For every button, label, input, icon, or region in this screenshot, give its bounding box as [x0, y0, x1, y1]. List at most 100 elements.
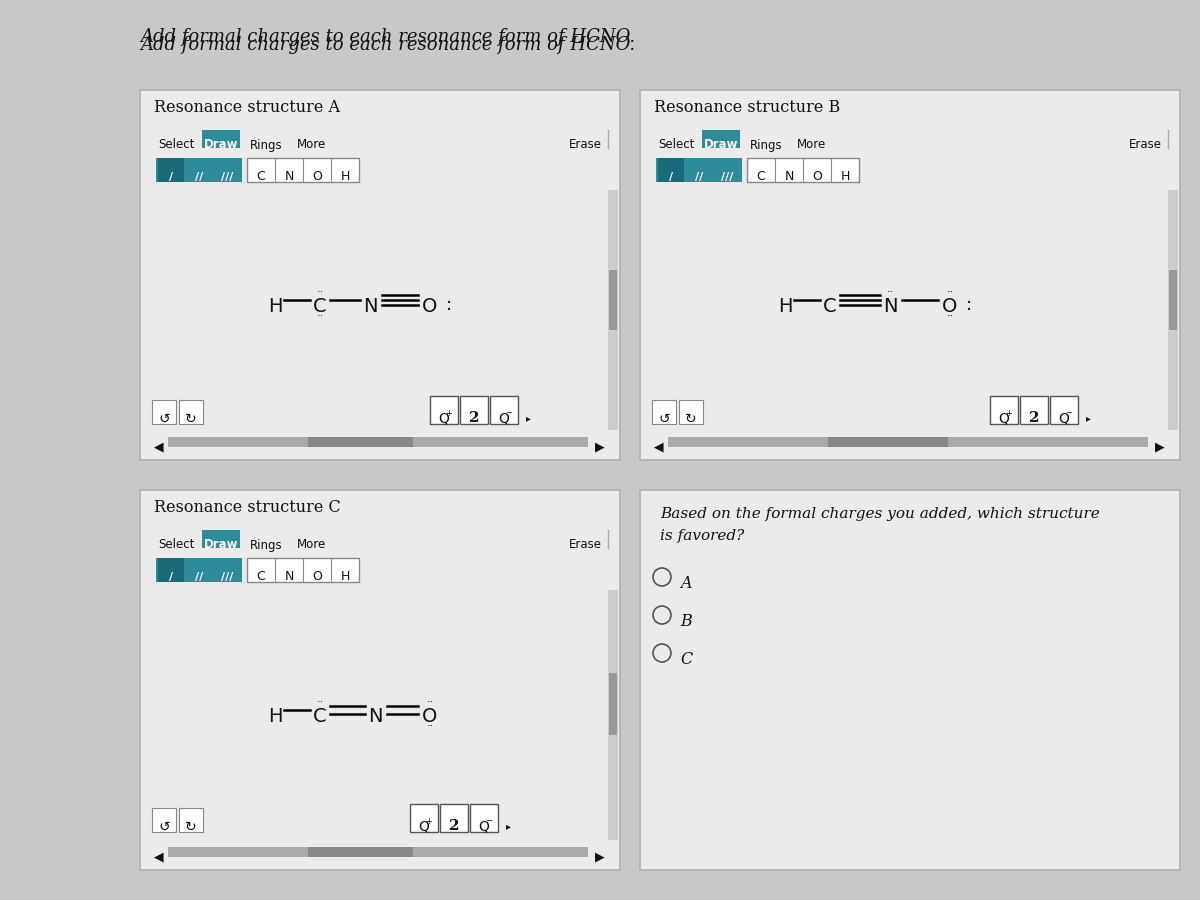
- Text: ◀: ◀: [154, 850, 163, 863]
- Bar: [714, 158, 740, 182]
- Bar: [186, 158, 212, 182]
- Text: /: /: [668, 172, 673, 182]
- Text: ··: ··: [317, 311, 324, 321]
- Text: H: H: [341, 571, 349, 583]
- Bar: [156, 558, 242, 582]
- Bar: [746, 158, 859, 182]
- Text: Draw: Draw: [204, 538, 239, 552]
- Text: ◀: ◀: [154, 440, 163, 454]
- Text: −: −: [1066, 409, 1073, 418]
- Text: Erase: Erase: [569, 139, 602, 151]
- Text: Resonance structure C: Resonance structure C: [154, 499, 341, 516]
- Bar: [158, 558, 184, 582]
- Text: Select: Select: [158, 139, 194, 151]
- Text: N: N: [367, 706, 383, 725]
- Text: O: O: [942, 296, 958, 316]
- Text: A: A: [680, 575, 691, 592]
- Bar: [608, 190, 618, 430]
- Text: C: C: [257, 170, 265, 184]
- Text: Q: Q: [419, 819, 430, 833]
- Text: ··: ··: [426, 721, 433, 731]
- Text: Draw: Draw: [204, 139, 239, 151]
- Text: N: N: [284, 571, 294, 583]
- Text: Add formal charges to each resonance form of HCNO.: Add formal charges to each resonance for…: [140, 36, 635, 54]
- Bar: [168, 847, 588, 857]
- Text: ///: ///: [221, 572, 233, 582]
- Bar: [247, 558, 359, 582]
- Bar: [702, 130, 740, 148]
- Text: ↺: ↺: [658, 412, 670, 426]
- Text: Draw: Draw: [703, 139, 738, 151]
- Text: O: O: [422, 296, 438, 316]
- Text: ◀: ◀: [654, 440, 664, 454]
- Circle shape: [653, 606, 671, 624]
- Text: ↻: ↻: [685, 412, 697, 426]
- Bar: [1168, 190, 1178, 430]
- Bar: [247, 158, 359, 182]
- Text: ··: ··: [317, 697, 324, 707]
- Text: C: C: [313, 296, 326, 316]
- Text: 2: 2: [1028, 411, 1039, 425]
- Text: O: O: [422, 706, 438, 725]
- Text: Rings: Rings: [250, 139, 283, 151]
- Text: ↺: ↺: [158, 412, 170, 426]
- Text: C: C: [757, 170, 766, 184]
- Text: ▶: ▶: [595, 440, 605, 454]
- Bar: [430, 396, 458, 424]
- Text: Q: Q: [498, 411, 510, 425]
- Bar: [179, 808, 203, 832]
- Text: H: H: [268, 296, 282, 316]
- Bar: [470, 804, 498, 832]
- Text: O: O: [312, 571, 322, 583]
- Text: N: N: [284, 170, 294, 184]
- Text: C: C: [257, 571, 265, 583]
- Bar: [828, 437, 948, 447]
- Bar: [610, 673, 617, 735]
- Text: H: H: [778, 296, 792, 316]
- Text: Q: Q: [1058, 411, 1069, 425]
- Text: +: +: [445, 409, 452, 418]
- Text: is favored?: is favored?: [660, 529, 744, 543]
- Text: ▶: ▶: [595, 850, 605, 863]
- Text: ··: ··: [426, 697, 433, 707]
- Text: +: +: [1006, 409, 1013, 418]
- Text: N: N: [362, 296, 377, 316]
- Text: More: More: [298, 538, 326, 552]
- Bar: [656, 158, 742, 182]
- Circle shape: [653, 644, 671, 662]
- Bar: [158, 158, 184, 182]
- Text: ▸: ▸: [1086, 413, 1091, 423]
- Text: More: More: [797, 139, 827, 151]
- Bar: [214, 158, 240, 182]
- Text: C: C: [313, 706, 326, 725]
- Text: −: −: [486, 816, 492, 825]
- Bar: [610, 270, 617, 330]
- Text: ▶: ▶: [1156, 440, 1165, 454]
- Text: Based on the formal charges you added, which structure: Based on the formal charges you added, w…: [660, 507, 1099, 521]
- Text: 2: 2: [469, 411, 479, 425]
- Bar: [460, 396, 488, 424]
- Text: /: /: [169, 572, 173, 582]
- Text: Q: Q: [998, 411, 1009, 425]
- Text: //: //: [194, 172, 203, 182]
- Bar: [410, 804, 438, 832]
- Text: ///: ///: [721, 172, 733, 182]
- Bar: [990, 396, 1018, 424]
- Bar: [1169, 270, 1177, 330]
- Text: ▸: ▸: [506, 821, 511, 831]
- Text: /: /: [169, 172, 173, 182]
- Text: +: +: [426, 816, 432, 825]
- Text: N: N: [785, 170, 793, 184]
- Bar: [686, 158, 712, 182]
- Bar: [658, 158, 684, 182]
- Text: H: H: [840, 170, 850, 184]
- Text: H: H: [341, 170, 349, 184]
- Text: More: More: [298, 139, 326, 151]
- Bar: [186, 558, 212, 582]
- Bar: [668, 437, 1148, 447]
- Text: O: O: [312, 170, 322, 184]
- Bar: [1020, 396, 1048, 424]
- Text: ··: ··: [947, 287, 954, 297]
- Bar: [140, 490, 620, 870]
- Text: Erase: Erase: [1129, 139, 1162, 151]
